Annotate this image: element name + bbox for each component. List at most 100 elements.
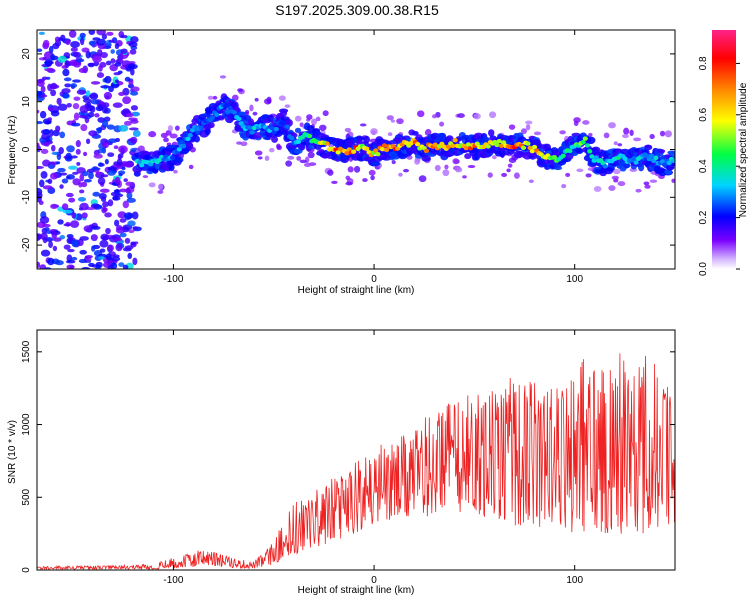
snr-ytick-label: 1500 [21, 340, 32, 363]
spectrogram-noise-blob [100, 85, 110, 89]
spectrogram-noise-blob [86, 101, 92, 109]
spectrogram-noise-blob [73, 112, 80, 121]
spectrogram-noise-blob [131, 211, 139, 220]
spectrogram-noise-blob [113, 145, 119, 150]
spectrogram-noise-blob [92, 55, 102, 63]
spectrogram-noise-blob [118, 91, 125, 97]
spectrogram-haze-blob [617, 181, 626, 187]
spectrogram-haze-blob [285, 160, 293, 167]
spectrogram-haze-blob [525, 120, 533, 125]
spectrogram-noise-blob [59, 172, 68, 176]
spectrogram-haze-blob [507, 163, 513, 168]
spectrogram-noise-blob [114, 62, 122, 67]
spectrogram-noise-blob [100, 196, 107, 203]
spectrogram-haze-blob [528, 179, 534, 184]
spectrogram-ridge-core [350, 149, 357, 154]
spectrogram-haze-blob [467, 164, 476, 169]
spectrogram-noise-blob [41, 133, 51, 140]
spectrogram-noise-blob [107, 265, 114, 269]
spectrogram-noise-blob [94, 113, 100, 118]
spectrogram-haze-blob [521, 128, 527, 135]
spectrogram-haze-blob [487, 172, 493, 178]
spectrogram-haze-blob [603, 132, 610, 139]
spectrogram-noise-blob [99, 248, 106, 253]
spectrogram-haze-blob [416, 110, 425, 118]
spectrogram-noise-blob [64, 60, 70, 69]
snr-ytick-label: 1000 [21, 413, 32, 436]
spectrogram-noise-blob [88, 40, 96, 46]
spectrogram-ridge-core [295, 139, 302, 145]
spectrogram-noise-blob [70, 41, 80, 48]
spectrogram-ridge-halo [445, 135, 454, 143]
spectrogram-noise-blob [130, 119, 139, 124]
spectrogram-ridge-halo [205, 110, 215, 115]
spectrogram-ridge-core [214, 112, 220, 117]
spectrogram-noise-blob [51, 151, 61, 155]
spectrogram-haze-blob [276, 143, 281, 149]
snr-xtick-label: 0 [371, 575, 377, 586]
spectrogram-noise-blob [90, 81, 101, 85]
spectrogram-noise-blob [37, 109, 40, 114]
spectrogram-haze-blob [398, 172, 403, 177]
spectrogram-haze-blob [611, 175, 620, 180]
spectrogram-noise-blob [64, 83, 72, 88]
spectrogram-noise-blob [76, 161, 81, 166]
spectrogram-noise-blob [85, 138, 91, 145]
spectrogram-haze-blob [488, 111, 497, 119]
spectrogram-noise-blob [90, 99, 101, 105]
spectrogram-noise-blob [37, 261, 41, 269]
snr-series-line [37, 353, 675, 570]
spectrogram-noise-blob [110, 58, 116, 64]
spectrogram-haze-blob [188, 164, 194, 170]
spectrogram-haze-blob [414, 158, 421, 165]
colorbar-label: Normalized spectral amplitude [738, 82, 749, 217]
colorbar-tick-label: 0.6 [698, 107, 709, 121]
spectrogram-noise-blob [37, 121, 43, 125]
spectrogram-noise-blob [62, 68, 70, 77]
spectrogram-ridge-core [445, 144, 452, 149]
spectrogram-haze-blob [157, 183, 164, 190]
spectrogram-haze-blob [439, 121, 445, 127]
spectrogram-noise-blob [100, 233, 110, 241]
spectrogram-noise-blob [72, 103, 80, 110]
spectrogram-noise-blob [37, 233, 42, 241]
spectrogram-noise-blob [110, 191, 120, 197]
spectrogram-haze-blob [344, 127, 352, 133]
spectrogram-noise-blob [114, 219, 120, 227]
spectrogram-ridge-halo [668, 151, 675, 157]
spectrogram-haze-blob [169, 133, 178, 139]
colorbar-ticks: 0.0 0.2 0.4 0.6 0.8 [698, 56, 740, 276]
spectrogram-haze-blob [331, 180, 338, 185]
spectrogram-ridge-halo [481, 136, 490, 144]
spectrogram-noise-blob [126, 112, 134, 118]
spectrogram-noise-blob [38, 179, 45, 188]
spectrogram-ridge-core [181, 144, 187, 149]
spectrogram-noise-blob [98, 205, 103, 209]
spectrogram-haze-blob [240, 141, 248, 147]
spectrogram-haze-blob [434, 164, 441, 172]
spectrogram-ridge-halo [294, 127, 302, 134]
spectrogram-ridge-core [520, 145, 527, 150]
spectrogram-ridge-halo [174, 156, 184, 163]
spectrogram-noise-blob [55, 125, 61, 132]
spectrogram-ridge-core [494, 142, 500, 148]
spectrogram-noise-blob [123, 120, 132, 126]
spectrogram-noise-blob [90, 167, 101, 171]
spectrogram-noise-blob [71, 256, 78, 261]
spectrogram-noise-blob [118, 262, 125, 267]
spectrogram-noise-blob [47, 257, 55, 266]
spectrogram-haze-blob [643, 181, 650, 186]
spectrogram-noise-blob [70, 83, 78, 88]
spectrogram-noise-blob [113, 189, 121, 193]
spectrogram-haze-blob [533, 131, 542, 136]
spectrogram-noise-blob [42, 159, 51, 167]
spectrogram-noise-blob [124, 245, 134, 250]
spectrogram-ridge-core [593, 155, 599, 160]
spectrogram-ridge-core [198, 125, 204, 131]
spectrogram-haze-blob [629, 129, 634, 136]
spectrogram-noise-blob [90, 225, 101, 230]
spectrogram-noise-blob [117, 153, 124, 159]
spectrogram-haze-blob [157, 190, 164, 194]
spectrogram-haze-blob [322, 110, 329, 117]
